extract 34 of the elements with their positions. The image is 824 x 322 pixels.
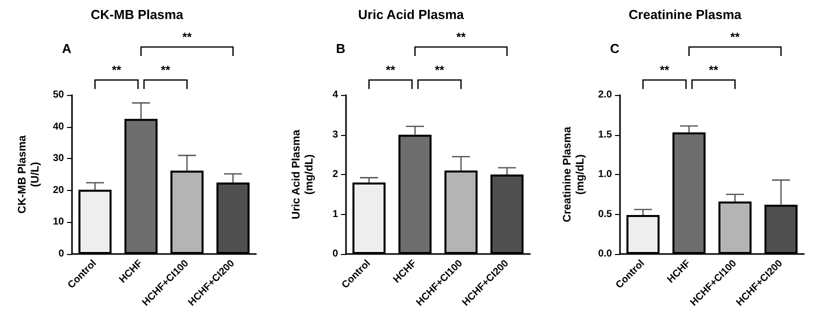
y-tick-label: 10 <box>52 216 64 228</box>
y-tick-label: 0 <box>332 248 338 260</box>
y-tick-label: 3 <box>332 129 338 140</box>
text: ** <box>386 63 396 77</box>
y-axis-title: CK-MB Plasma (U/L) <box>16 134 42 214</box>
y-axis-title: Creatinine Plasma (mg/dL) <box>562 126 587 222</box>
y-tick-label: 20 <box>52 184 64 196</box>
y-tick-label: 0 <box>58 248 64 260</box>
y-tick-label: 1.5 <box>598 129 612 140</box>
chart-title: CK-MB Plasma <box>90 7 184 22</box>
y-tick-label: 1 <box>332 208 338 220</box>
y-tick-label: 1.0 <box>598 169 612 180</box>
y-tick-label: 50 <box>52 90 64 100</box>
y-tick-label: 40 <box>52 121 64 132</box>
text: ** <box>112 63 122 77</box>
y-tick-label: 0.5 <box>598 208 612 220</box>
text: ** <box>708 63 718 77</box>
y-tick-label: 2.0 <box>598 90 612 100</box>
y-tick-label: 30 <box>52 153 64 164</box>
y-tick-label: 0.0 <box>598 248 612 260</box>
text: ** <box>160 63 170 77</box>
text: C <box>610 41 620 56</box>
chart-title: Uric Acid Plasma <box>358 7 465 22</box>
y-axis-title: Uric Acid Plasma (mg/dL) <box>290 128 316 220</box>
text: ** <box>434 63 444 77</box>
chart-title: Creatinine Plasma <box>628 7 742 22</box>
text: A <box>62 41 72 56</box>
text: ** <box>456 30 466 44</box>
text: B <box>336 41 346 56</box>
text: ** <box>182 30 192 44</box>
y-tick-label: 4 <box>332 90 338 100</box>
text: ** <box>730 30 740 44</box>
text: ** <box>660 63 670 77</box>
y-tick-label: 2 <box>332 169 338 180</box>
